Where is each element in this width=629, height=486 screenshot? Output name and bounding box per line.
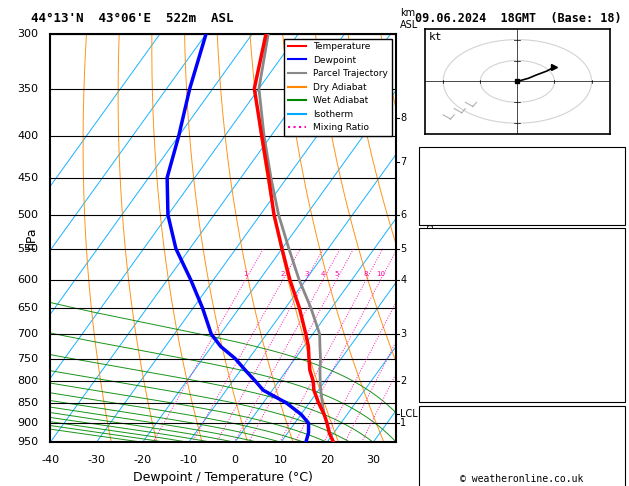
Text: 44°13'N  43°06'E  522m  ASL: 44°13'N 43°06'E 522m ASL bbox=[31, 12, 234, 25]
Text: 6: 6 bbox=[401, 210, 406, 220]
Text: Dewpoint / Temperature (°C): Dewpoint / Temperature (°C) bbox=[133, 471, 313, 484]
Text: 850: 850 bbox=[17, 398, 38, 408]
Text: hPa: hPa bbox=[25, 227, 38, 249]
Text: CAPE (J): CAPE (J) bbox=[428, 353, 478, 363]
Text: Dewp (°C): Dewp (°C) bbox=[428, 281, 484, 291]
Text: 584: 584 bbox=[598, 353, 616, 363]
Text: 17: 17 bbox=[604, 377, 616, 386]
Text: 300: 300 bbox=[17, 29, 38, 39]
Text: 550: 550 bbox=[17, 243, 38, 254]
Text: 0: 0 bbox=[231, 454, 238, 465]
Text: 3.19: 3.19 bbox=[591, 199, 616, 209]
Text: 30: 30 bbox=[366, 454, 380, 465]
Bar bbox=[420, 228, 625, 402]
Text: 21.4: 21.4 bbox=[591, 258, 616, 267]
Text: 600: 600 bbox=[17, 275, 38, 284]
Text: Mixing Ratio (g/kg): Mixing Ratio (g/kg) bbox=[426, 192, 436, 284]
Text: -1: -1 bbox=[604, 329, 616, 339]
Text: 750: 750 bbox=[17, 353, 38, 364]
Text: 332: 332 bbox=[598, 458, 616, 469]
Text: 10: 10 bbox=[376, 272, 386, 278]
Text: Pressure (mb): Pressure (mb) bbox=[428, 434, 509, 445]
Text: Surface: Surface bbox=[500, 234, 544, 243]
Text: Lifted Index: Lifted Index bbox=[428, 329, 503, 339]
Text: Temp (°C): Temp (°C) bbox=[428, 258, 484, 267]
Text: 47: 47 bbox=[604, 175, 616, 186]
Text: 900: 900 bbox=[17, 418, 38, 428]
Text: 2: 2 bbox=[281, 272, 286, 278]
Text: 952: 952 bbox=[598, 434, 616, 445]
Text: 8: 8 bbox=[364, 272, 369, 278]
Text: θₑ (K): θₑ (K) bbox=[428, 458, 465, 469]
Text: 7: 7 bbox=[401, 156, 407, 167]
Text: kt: kt bbox=[428, 32, 442, 42]
Text: -20: -20 bbox=[133, 454, 152, 465]
Legend: Temperature, Dewpoint, Parcel Trajectory, Dry Adiabat, Wet Adiabat, Isotherm, Mi: Temperature, Dewpoint, Parcel Trajectory… bbox=[284, 38, 392, 136]
Text: Lifted Index: Lifted Index bbox=[428, 482, 503, 486]
Text: 700: 700 bbox=[17, 329, 38, 339]
Text: K: K bbox=[428, 152, 434, 162]
Text: 1: 1 bbox=[401, 418, 406, 428]
Text: -40: -40 bbox=[42, 454, 59, 465]
Text: 950: 950 bbox=[17, 437, 38, 447]
Text: 450: 450 bbox=[17, 173, 38, 183]
Text: 800: 800 bbox=[17, 376, 38, 386]
Text: 500: 500 bbox=[17, 210, 38, 220]
Text: km
ASL: km ASL bbox=[400, 8, 418, 30]
Text: 332: 332 bbox=[598, 305, 616, 315]
Text: © weatheronline.co.uk: © weatheronline.co.uk bbox=[460, 473, 584, 484]
Text: 3: 3 bbox=[304, 272, 308, 278]
Text: -30: -30 bbox=[87, 454, 106, 465]
Text: 09.06.2024  18GMT  (Base: 18): 09.06.2024 18GMT (Base: 18) bbox=[415, 12, 621, 25]
Text: 15.4: 15.4 bbox=[591, 281, 616, 291]
Text: 5: 5 bbox=[401, 243, 407, 254]
Bar bbox=[420, 405, 625, 486]
Bar bbox=[420, 147, 625, 225]
Text: 4: 4 bbox=[321, 272, 325, 278]
Text: 5: 5 bbox=[335, 272, 339, 278]
Text: 4: 4 bbox=[401, 275, 406, 284]
Text: 650: 650 bbox=[17, 303, 38, 313]
Text: LCL: LCL bbox=[401, 409, 418, 419]
Text: -10: -10 bbox=[180, 454, 198, 465]
Text: 2: 2 bbox=[401, 376, 407, 386]
Text: 8: 8 bbox=[401, 113, 406, 123]
Text: -1: -1 bbox=[604, 482, 616, 486]
Text: Totals Totals: Totals Totals bbox=[428, 175, 509, 186]
Text: 34: 34 bbox=[604, 152, 616, 162]
Text: 1: 1 bbox=[243, 272, 248, 278]
Text: 10: 10 bbox=[274, 454, 288, 465]
Text: CIN (J): CIN (J) bbox=[428, 377, 472, 386]
Text: θₑ(K): θₑ(K) bbox=[428, 305, 459, 315]
Text: Most Unstable: Most Unstable bbox=[481, 411, 563, 421]
Text: 3: 3 bbox=[401, 329, 406, 339]
Text: 350: 350 bbox=[17, 84, 38, 94]
Text: 400: 400 bbox=[17, 131, 38, 141]
Text: PW (cm): PW (cm) bbox=[428, 199, 472, 209]
Text: 20: 20 bbox=[320, 454, 334, 465]
